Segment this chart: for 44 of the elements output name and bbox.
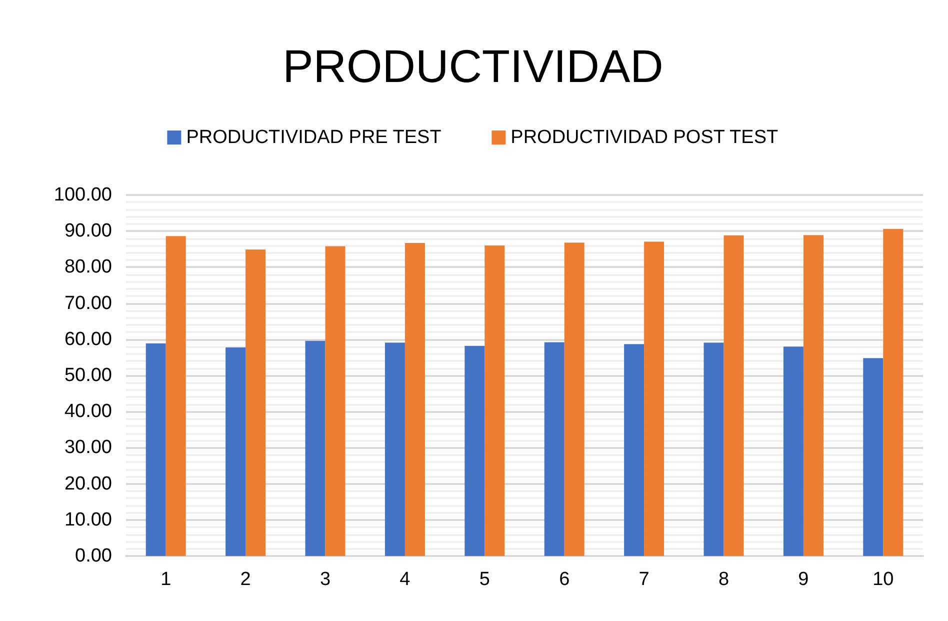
bar (863, 358, 884, 556)
y-tick-label: 70.00 (64, 292, 112, 314)
bar (803, 235, 824, 556)
x-tick-label: 3 (320, 569, 331, 590)
bar (883, 228, 904, 556)
bar (325, 246, 346, 556)
bar (305, 340, 326, 556)
bar (724, 235, 744, 556)
y-tick-label: 10.00 (64, 509, 112, 530)
legend-label: PRODUCTIVIDAD POST TEST (510, 127, 779, 148)
x-tick-label: 9 (798, 569, 809, 590)
bar (704, 342, 724, 556)
y-tick-label: 100.00 (54, 184, 112, 206)
bar (464, 346, 485, 556)
x-tick-label: 6 (559, 569, 570, 590)
x-tick-label: 2 (240, 569, 251, 590)
y-tick-label: 90.00 (64, 220, 112, 242)
y-tick-label: 20.00 (64, 473, 112, 494)
bar (624, 344, 644, 556)
y-tick-label: 40.00 (64, 401, 112, 422)
y-tick-label: 80.00 (64, 256, 112, 278)
bar (166, 236, 186, 556)
bar (783, 346, 804, 556)
x-tick-label: 1 (160, 569, 172, 590)
y-tick-label: 0.00 (75, 546, 112, 566)
bar (544, 342, 564, 556)
bar (644, 242, 664, 556)
bar (564, 242, 584, 556)
y-tick-label: 60.00 (64, 328, 112, 350)
bar (246, 250, 266, 556)
y-tick-label: 50.00 (64, 365, 112, 386)
bar (146, 343, 166, 556)
bar (404, 243, 425, 556)
x-tick-label: 7 (638, 569, 650, 590)
x-tick-label: 4 (400, 569, 411, 590)
y-tick-label: 30.00 (64, 437, 112, 458)
bar (384, 342, 405, 556)
x-tick-label: 5 (479, 569, 490, 590)
legend-label: PRODUCTIVIDAD PRE TEST (186, 127, 442, 148)
x-tick-label: 10 (872, 569, 894, 590)
bar (484, 246, 505, 556)
x-tick-label: 8 (718, 569, 730, 590)
chart-title: PRODUCTIVIDAD (282, 40, 664, 92)
bar (226, 347, 246, 556)
